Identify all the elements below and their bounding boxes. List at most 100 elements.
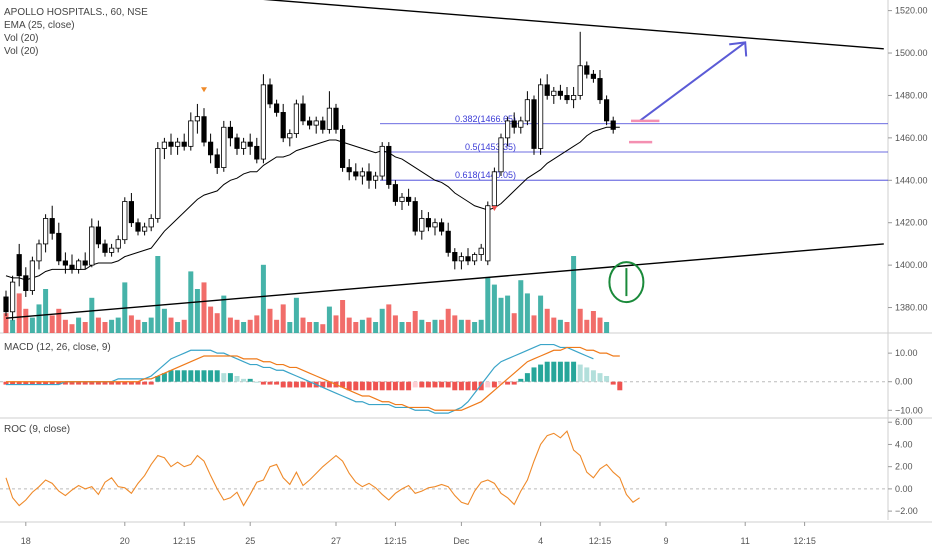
candle[interactable] <box>141 222 148 236</box>
candle[interactable] <box>82 252 88 270</box>
trendline[interactable] <box>5 243 884 319</box>
candle[interactable] <box>419 209 425 240</box>
candle[interactable] <box>221 120 227 172</box>
projection-arrow[interactable] <box>639 41 746 122</box>
candle[interactable] <box>194 103 200 134</box>
candle[interactable] <box>610 116 616 134</box>
candle[interactable] <box>3 290 9 317</box>
candle[interactable] <box>9 275 16 321</box>
candle[interactable] <box>102 239 108 257</box>
candle[interactable] <box>69 254 75 274</box>
candle[interactable] <box>76 258 82 274</box>
candle[interactable] <box>254 137 260 164</box>
roc-pane[interactable]: −2.00 0.00 2.00 4.00 6.00 <box>0 417 932 523</box>
macd-pane[interactable]: −10.00 0.00 10.00 <box>0 343 932 419</box>
candle[interactable] <box>571 86 577 109</box>
candle[interactable] <box>386 142 392 189</box>
candle[interactable] <box>478 243 484 261</box>
candle[interactable] <box>412 197 418 236</box>
candle[interactable] <box>339 125 346 172</box>
candle[interactable] <box>372 171 379 189</box>
candle[interactable] <box>320 116 326 134</box>
highlight-circle[interactable] <box>608 261 645 304</box>
candle[interactable] <box>399 193 405 210</box>
candle[interactable] <box>300 95 306 126</box>
candle[interactable] <box>29 256 36 295</box>
candle[interactable] <box>551 86 557 104</box>
candle[interactable] <box>366 163 372 189</box>
candle[interactable] <box>62 252 69 274</box>
candle[interactable] <box>188 112 194 151</box>
candle[interactable] <box>16 243 22 287</box>
candle[interactable] <box>128 193 134 227</box>
candle[interactable] <box>109 243 115 257</box>
candle[interactable] <box>174 137 181 155</box>
candle[interactable] <box>438 218 445 236</box>
candle[interactable] <box>227 120 233 147</box>
candle[interactable] <box>392 180 399 206</box>
candle[interactable] <box>577 31 583 100</box>
candle[interactable] <box>326 91 333 134</box>
candle[interactable] <box>584 61 590 79</box>
candle[interactable] <box>564 86 570 104</box>
candle[interactable] <box>498 133 504 177</box>
candle[interactable] <box>359 167 366 185</box>
candle[interactable] <box>95 220 101 249</box>
candle[interactable] <box>287 129 293 147</box>
candle[interactable] <box>544 74 550 100</box>
candle[interactable] <box>604 95 610 126</box>
candle[interactable] <box>161 137 167 160</box>
candle[interactable] <box>267 78 273 109</box>
candle[interactable] <box>452 248 458 270</box>
candle[interactable] <box>425 212 432 232</box>
candle[interactable] <box>260 74 267 164</box>
candle[interactable] <box>432 218 438 236</box>
candle[interactable] <box>511 112 517 134</box>
candle[interactable] <box>465 248 471 266</box>
candle[interactable] <box>247 133 253 155</box>
trendline[interactable] <box>6 0 884 50</box>
candle[interactable] <box>333 103 339 134</box>
candle[interactable] <box>445 222 451 257</box>
candle[interactable] <box>201 108 207 147</box>
candle[interactable] <box>504 116 511 147</box>
candle[interactable] <box>280 103 286 143</box>
candle[interactable] <box>155 142 161 223</box>
candle[interactable] <box>538 78 544 155</box>
candle[interactable] <box>293 99 300 138</box>
candle[interactable] <box>491 167 498 210</box>
candle[interactable] <box>240 137 247 155</box>
candle[interactable] <box>89 218 95 268</box>
candle[interactable] <box>306 116 313 130</box>
candle[interactable] <box>485 201 491 266</box>
candle[interactable] <box>353 163 359 181</box>
candle[interactable] <box>405 188 412 206</box>
candle[interactable] <box>135 218 141 236</box>
candle[interactable] <box>379 142 385 181</box>
candle[interactable] <box>471 252 478 266</box>
candle[interactable] <box>148 214 154 232</box>
candle[interactable] <box>23 267 29 297</box>
candle[interactable] <box>49 205 55 240</box>
candle[interactable] <box>524 91 531 126</box>
candle[interactable] <box>207 133 214 164</box>
candle[interactable] <box>557 84 564 100</box>
candle[interactable] <box>181 133 187 151</box>
candle[interactable] <box>458 252 465 270</box>
candle[interactable] <box>313 116 319 134</box>
candle[interactable] <box>168 133 174 155</box>
candle[interactable] <box>234 133 240 155</box>
candle[interactable] <box>597 69 603 104</box>
candle[interactable] <box>590 69 597 83</box>
candle[interactable] <box>115 235 121 253</box>
candle[interactable] <box>518 116 524 134</box>
candle[interactable] <box>273 99 280 117</box>
candle[interactable] <box>531 95 537 155</box>
candle[interactable] <box>36 239 42 270</box>
candle[interactable] <box>346 159 352 181</box>
candle[interactable] <box>214 148 220 174</box>
candle[interactable] <box>56 222 62 266</box>
candle[interactable] <box>122 197 128 244</box>
